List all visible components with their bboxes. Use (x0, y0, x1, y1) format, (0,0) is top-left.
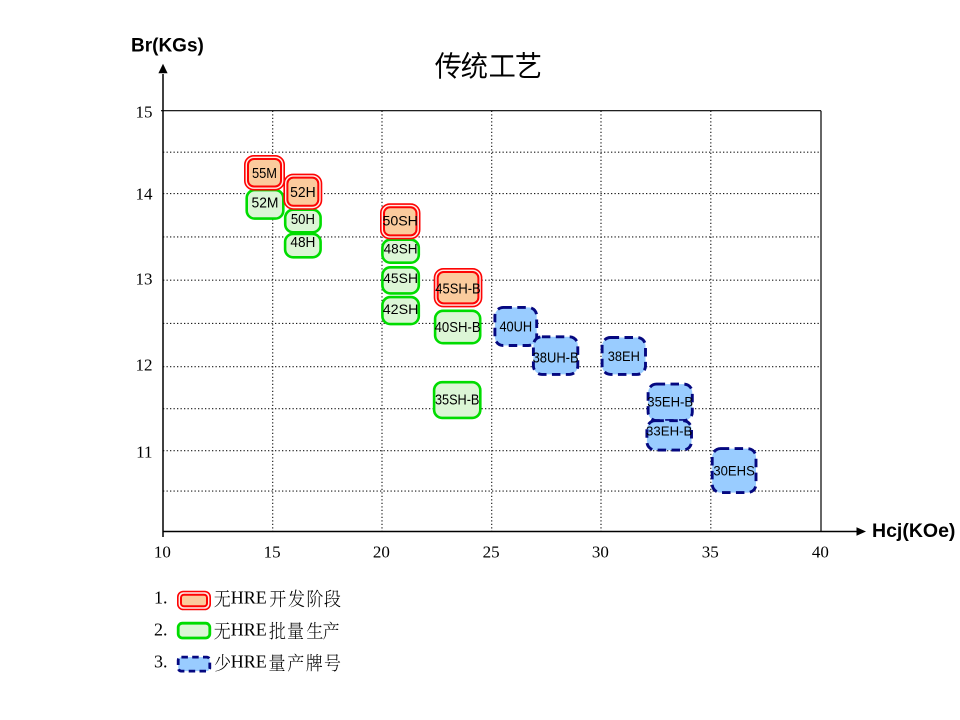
svg-text:40UH: 40UH (499, 320, 532, 336)
svg-text:38UH-B: 38UH-B (533, 349, 579, 366)
svg-text:45SH-B: 45SH-B (435, 282, 481, 298)
svg-text:42SH: 42SH (383, 302, 419, 317)
svg-text:52H: 52H (290, 185, 316, 201)
svg-text:15: 15 (264, 542, 281, 561)
svg-text:HRE: HRE (231, 620, 267, 640)
svg-text:38EH: 38EH (608, 348, 640, 364)
svg-text:30: 30 (592, 542, 609, 561)
svg-text:52M: 52M (252, 196, 279, 212)
svg-text:20: 20 (373, 542, 390, 561)
svg-text:10: 10 (154, 542, 171, 561)
svg-text:25: 25 (483, 542, 500, 561)
svg-text:1.: 1. (154, 587, 168, 607)
svg-text:HRE: HRE (231, 652, 267, 672)
svg-text:40: 40 (812, 542, 829, 561)
svg-text:13: 13 (136, 270, 153, 289)
svg-text:48SH: 48SH (384, 242, 418, 257)
svg-text:15: 15 (136, 103, 153, 122)
svg-text:55M: 55M (252, 166, 277, 182)
svg-text:3.: 3. (154, 652, 168, 672)
svg-text:48H: 48H (290, 235, 315, 251)
svg-text:2.: 2. (154, 620, 168, 640)
svg-text:40SH-B: 40SH-B (435, 320, 481, 336)
svg-text:35EH-B: 35EH-B (647, 393, 693, 409)
svg-text:Br(KGs): Br(KGs) (131, 36, 204, 57)
svg-text:33EH-B: 33EH-B (646, 424, 692, 439)
svg-text:45SH: 45SH (383, 271, 418, 286)
svg-text:30EHS: 30EHS (713, 463, 754, 478)
svg-text:35: 35 (702, 542, 719, 561)
svg-text:14: 14 (136, 185, 154, 204)
svg-text:12: 12 (136, 356, 153, 375)
svg-text:11: 11 (136, 442, 152, 461)
svg-text:35SH-B: 35SH-B (435, 392, 480, 408)
svg-text:HRE: HRE (231, 587, 267, 607)
svg-text:50H: 50H (291, 212, 315, 228)
svg-text:Hcj(KOe): Hcj(KOe) (872, 520, 955, 542)
svg-text:50SH: 50SH (382, 214, 418, 230)
